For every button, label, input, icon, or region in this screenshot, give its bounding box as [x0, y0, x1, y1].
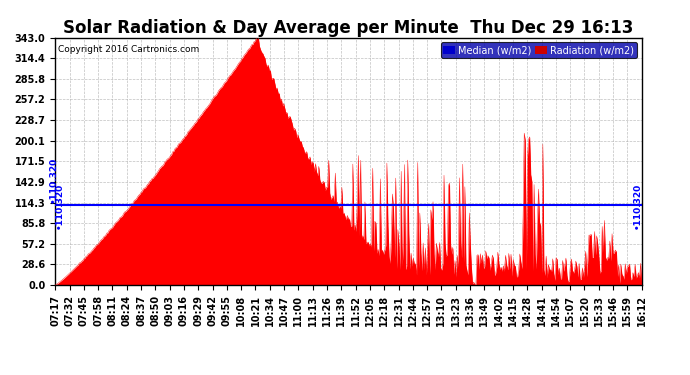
Text: •110.320: •110.320	[55, 182, 64, 228]
Title: Solar Radiation & Day Average per Minute  Thu Dec 29 16:13: Solar Radiation & Day Average per Minute…	[63, 20, 633, 38]
Text: Copyright 2016 Cartronics.com: Copyright 2016 Cartronics.com	[58, 45, 199, 54]
Text: •110.320: •110.320	[633, 182, 642, 228]
Text: •110.320: •110.320	[48, 156, 57, 203]
Legend: Median (w/m2), Radiation (w/m2): Median (w/m2), Radiation (w/m2)	[441, 42, 637, 58]
